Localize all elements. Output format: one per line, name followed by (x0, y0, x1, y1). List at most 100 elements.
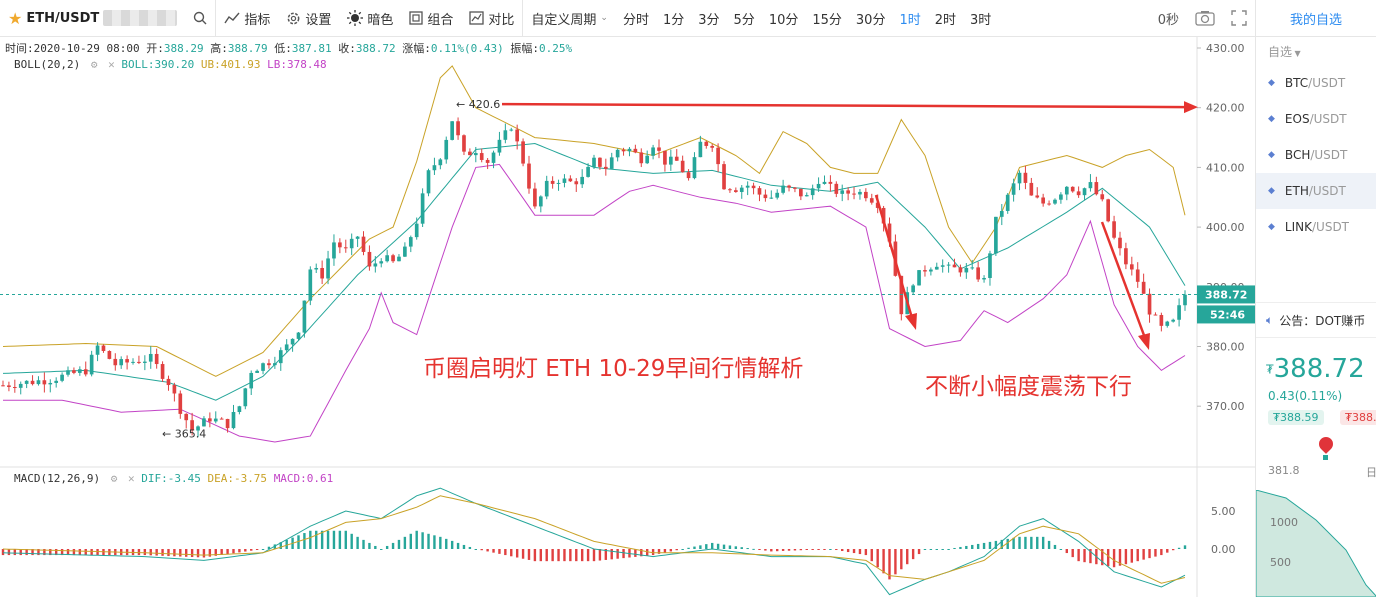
candle-body (651, 147, 655, 156)
coin-item-bch[interactable]: ◆ BCH/USDT (1256, 137, 1376, 173)
macd-bar (66, 549, 70, 556)
macd-bar (391, 542, 395, 549)
macd-name: MACD(12,26,9) (14, 472, 101, 485)
macd-bar (190, 549, 194, 558)
candle-body (143, 361, 147, 363)
candle-body (414, 223, 419, 238)
change-label: 涨幅: (402, 42, 431, 55)
boll-info: BOLL(20,2) ⚙ ✕ BOLL:390.20 UB:401.93 LB:… (14, 58, 327, 71)
candle-body (934, 266, 939, 270)
dark-mode-button[interactable]: 暗色 (339, 0, 401, 37)
candle (834, 181, 839, 198)
macd-bar (409, 533, 412, 549)
candle (592, 154, 596, 169)
settings-label: 设置 (305, 12, 332, 28)
candle-body (373, 263, 378, 267)
candle (468, 148, 472, 156)
gear-icon[interactable]: ⚙ (90, 58, 98, 71)
macd-bar (1047, 540, 1051, 549)
gear-icon (287, 12, 300, 24)
candle-body (657, 147, 661, 151)
macd-bar (965, 545, 968, 549)
candle-body (1041, 197, 1045, 204)
pair-selector[interactable]: ★ ETH/USDT (0, 0, 185, 37)
price-tick-label: 430.00 (1206, 42, 1245, 55)
high-value: 388.79 (227, 42, 268, 55)
macd-bar (1106, 549, 1110, 567)
macd-bar (356, 536, 359, 549)
candle-body (154, 353, 159, 365)
coin-base: EOS (1284, 112, 1310, 126)
indicators-button[interactable]: 指标 (216, 0, 278, 37)
period-tab[interactable]: 15分 (812, 12, 842, 28)
price-tick-label: 380.00 (1206, 341, 1245, 354)
coin-item-btc[interactable]: ◆ BTC/USDT (1256, 65, 1376, 101)
candle (1005, 193, 1010, 214)
search-button[interactable] (185, 0, 215, 37)
annotation-arrow-head (905, 313, 917, 330)
screenshot-button[interactable] (1187, 0, 1223, 37)
period-tab[interactable]: 3时 (970, 12, 992, 28)
macd-bar (149, 549, 152, 556)
candle-body (320, 267, 324, 279)
candle-body (385, 255, 389, 262)
period-tab[interactable]: 30分 (855, 12, 886, 28)
period-tab[interactable]: 分时 (622, 12, 649, 28)
watchlist-group-selector[interactable]: 自选 ▼ (1256, 37, 1376, 65)
period-tab[interactable]: 1时 (899, 12, 921, 28)
candle-body (243, 388, 248, 407)
macd-bar (651, 549, 655, 556)
candle (793, 187, 797, 193)
candle-body (213, 418, 218, 422)
candle-body (355, 236, 360, 239)
combo-button[interactable]: 组合 (401, 0, 461, 37)
coin-item-eos[interactable]: ◆ EOS/USDT (1256, 101, 1376, 137)
custom-period-dropdown[interactable]: 自定义周期 ⌄ (523, 0, 616, 37)
bid-price: ₮388.59 (1268, 410, 1324, 425)
period-tab[interactable]: 2时 (934, 12, 957, 28)
candle-body (1159, 315, 1164, 326)
price-value: 388.72 (1273, 354, 1365, 384)
candle (1124, 242, 1128, 270)
watchlist-header[interactable]: 我的自选 (1256, 0, 1376, 37)
period-tab[interactable]: 1分 (662, 12, 685, 28)
price-chart[interactable]: 370.00380.00390.00400.00410.00420.00430.… (0, 37, 1255, 597)
macd-dea-line (2, 495, 1186, 584)
gear-icon[interactable]: ⚙ (110, 472, 118, 485)
macd-bar (161, 549, 164, 556)
candle-body (249, 372, 254, 389)
macd-bar (468, 546, 472, 549)
candle-body (219, 418, 224, 420)
macd-bar (1101, 549, 1104, 566)
macd-info: MACD(12,26,9) ⚙ ✕ DIF:-3.45 DEA:-3.75 MA… (14, 472, 333, 485)
candle (213, 411, 218, 424)
close-icon[interactable]: ✕ (108, 58, 115, 71)
compare-button[interactable]: 对比 (461, 0, 522, 37)
candle-body (598, 157, 602, 167)
candle (657, 139, 661, 159)
fullscreen-button[interactable] (1223, 0, 1255, 37)
settings-button[interactable]: 设置 (278, 0, 339, 37)
period-tab[interactable]: 3分 (698, 12, 720, 28)
close-icon[interactable]: ✕ (127, 472, 135, 485)
macd-bar (515, 549, 519, 558)
macd-bar (539, 549, 543, 562)
star-icon[interactable]: ★ (8, 8, 23, 28)
candle-body (36, 380, 41, 385)
candle (734, 187, 738, 193)
macd-bar (137, 549, 141, 556)
coin-quote: /USDT (1308, 76, 1346, 90)
period-tab[interactable]: 10分 (768, 12, 799, 28)
macd-bar (214, 549, 217, 556)
candle (663, 150, 667, 172)
candle (7, 381, 11, 392)
period-tab[interactable]: 5分 (733, 12, 755, 28)
candle (1076, 186, 1081, 198)
notice-bar[interactable]: 🔈︎ 公告：DOT赚币 (1256, 302, 1376, 338)
coin-item-eth[interactable]: ◆ ETH/USDT (1256, 173, 1376, 209)
candle-body (722, 164, 726, 190)
macd-bar (781, 549, 785, 551)
coin-item-link[interactable]: ◆ LINK/USDT (1256, 209, 1376, 245)
candle (273, 356, 277, 369)
candle-body (273, 363, 277, 366)
